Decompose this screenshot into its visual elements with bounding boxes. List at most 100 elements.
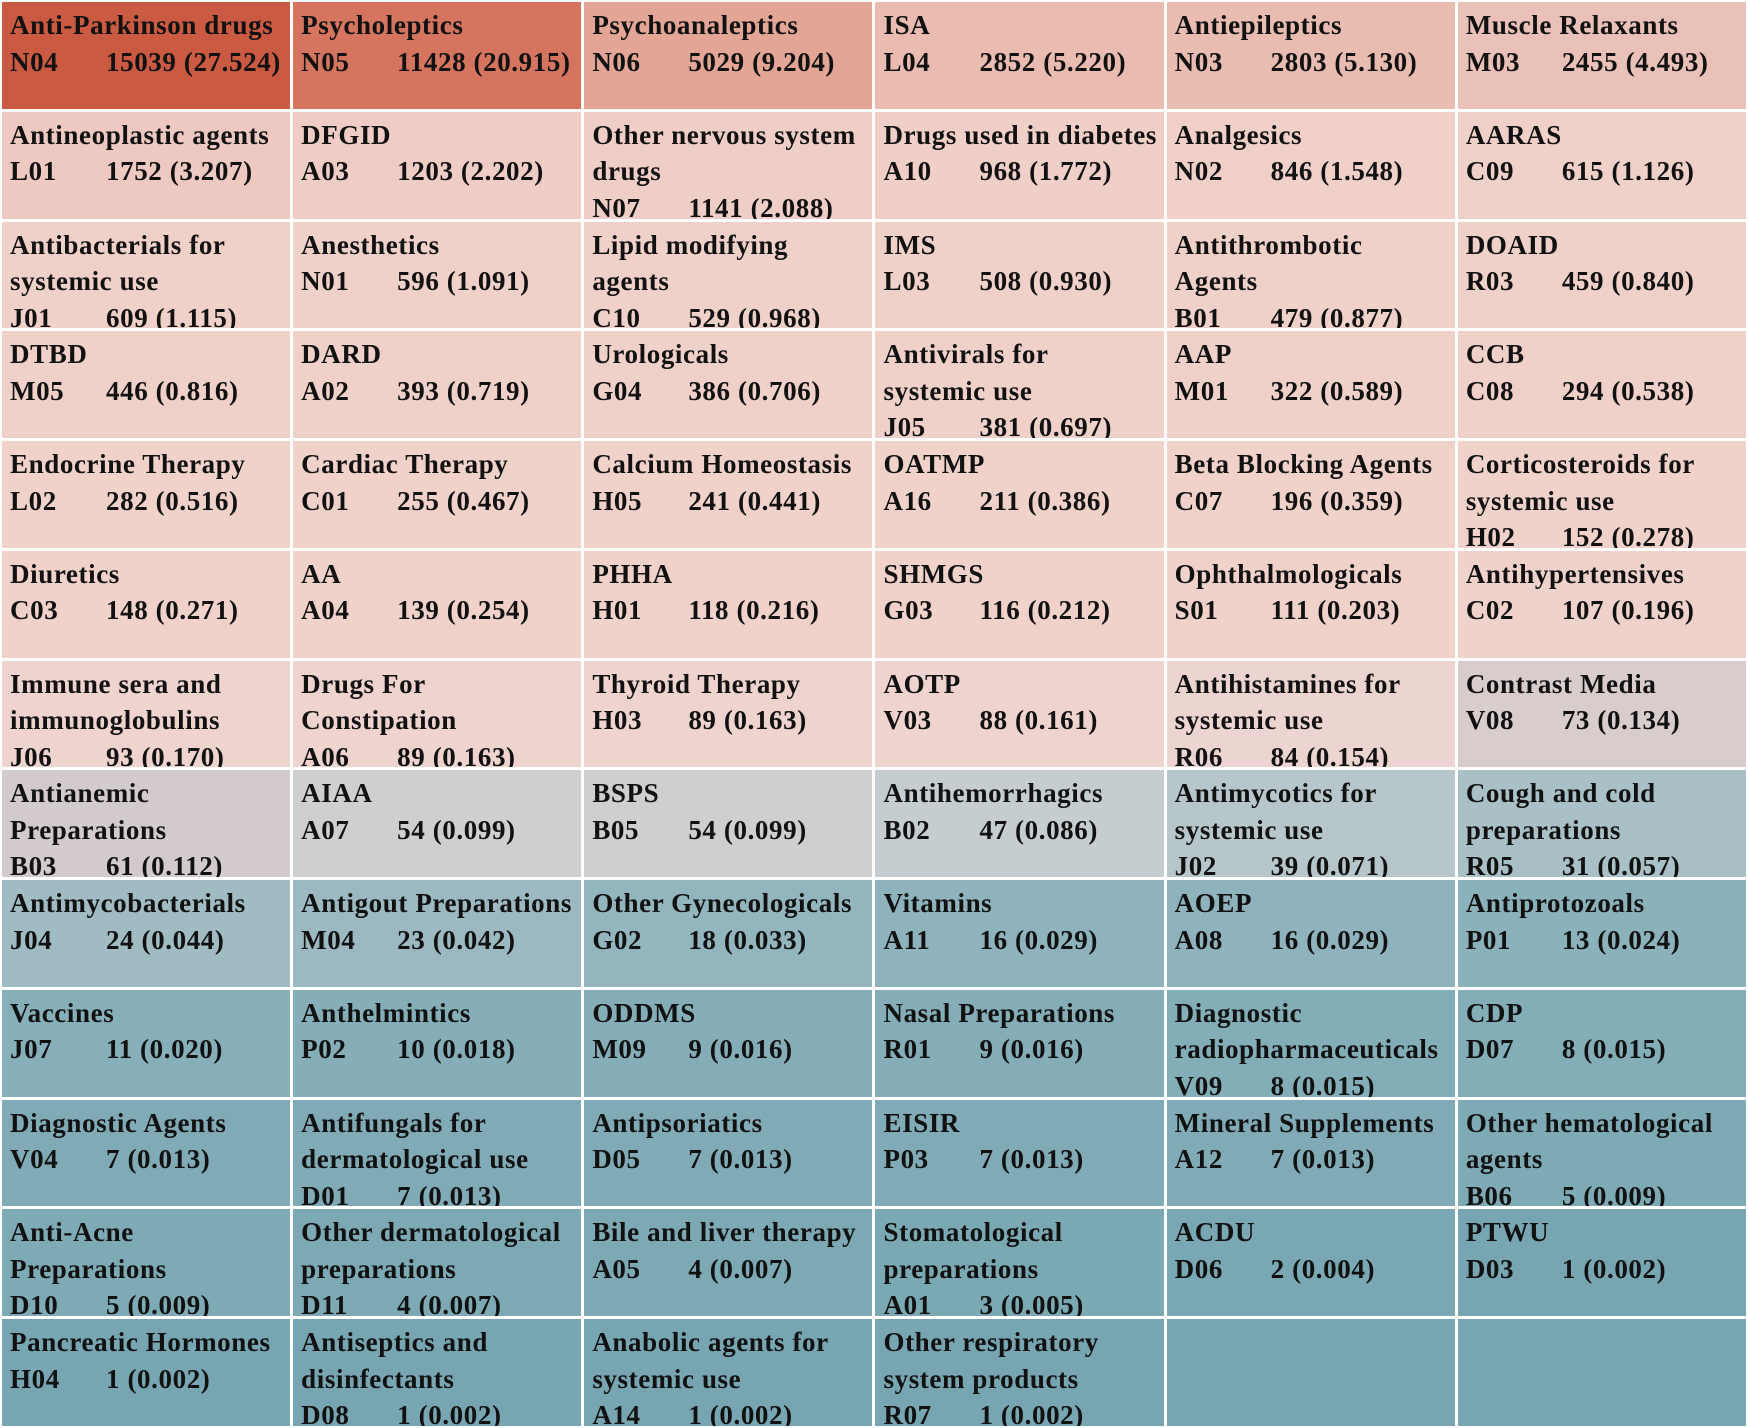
atc-code: A12 bbox=[1174, 1144, 1223, 1175]
code-value-line: D07 8 (0.015) bbox=[1466, 1031, 1740, 1068]
code-value-line: L02 282 (0.516) bbox=[10, 483, 284, 520]
drug-class-name: Stomatological preparations bbox=[883, 1217, 1063, 1284]
drug-class-cell: Psychoanaleptics N06 5029 (9.204) bbox=[584, 2, 873, 109]
count-percent-value: 7 (0.013) bbox=[397, 1180, 502, 1207]
code-value-line: P02 10 (0.018) bbox=[301, 1031, 575, 1068]
code-value-line: A04 139 (0.254) bbox=[301, 592, 575, 629]
drug-class-name: Anesthetics bbox=[301, 229, 440, 260]
count-percent-value: 4 (0.007) bbox=[397, 1290, 502, 1317]
drug-class-name: Diagnostic radiopharmaceuticals bbox=[1174, 997, 1439, 1065]
drug-class-name: Diuretics bbox=[10, 558, 120, 589]
atc-code: N07 bbox=[592, 192, 641, 219]
code-value-line: D06 2 (0.004) bbox=[1175, 1251, 1449, 1288]
count-percent-value: 609 (1.115) bbox=[106, 302, 238, 329]
code-value-line: N01 596 (1.091) bbox=[301, 263, 575, 300]
atc-code: C08 bbox=[1465, 375, 1515, 406]
drug-class-cell: ISA L04 2852 (5.220) bbox=[875, 2, 1164, 109]
count-percent-value: 4 (0.007) bbox=[688, 1253, 793, 1284]
drug-class-name: Antibacterials for systemic use bbox=[10, 229, 226, 297]
count-percent-value: 89 (0.163) bbox=[688, 705, 807, 736]
drug-class-cell: Vaccines J07 11 (0.020) bbox=[2, 989, 291, 1097]
atc-code: B03 bbox=[10, 851, 57, 878]
drug-class-cell: Anti-Acne Preparations D10 5 (0.009) bbox=[2, 1209, 291, 1317]
drug-class-cell: Antivirals for systemic use J05 381 (0.697… bbox=[875, 331, 1164, 439]
drug-class-cell: Antimycotics for systemic use J02 39 (0.07… bbox=[1166, 770, 1455, 878]
drug-class-name: Ophthalmologicals bbox=[1174, 558, 1403, 589]
drug-class-name: Antihistamines for systemic use bbox=[1174, 668, 1401, 736]
atc-code: A16 bbox=[883, 485, 932, 516]
code-value-line: B03 61 (0.112) bbox=[10, 848, 284, 877]
drug-class-cell: Corticosteroids for systemic use H02 152 (… bbox=[1457, 441, 1746, 548]
code-value-line: J01 609 (1.115) bbox=[10, 300, 284, 329]
drug-class-cell: AIAA A07 54 (0.099) bbox=[293, 770, 582, 878]
drug-class-name: Lipid modifying agents bbox=[592, 229, 789, 297]
code-value-line: V04 7 (0.013) bbox=[10, 1141, 284, 1178]
atc-code: A01 bbox=[883, 1290, 932, 1317]
drug-class-name: Antianemic Preparations bbox=[10, 778, 167, 845]
atc-code: D10 bbox=[10, 1290, 59, 1317]
code-value-line: V09 8 (0.015) bbox=[1175, 1068, 1449, 1097]
drug-class-name: IMS bbox=[883, 229, 937, 260]
code-value-line: J07 11 (0.020) bbox=[10, 1031, 284, 1068]
atc-code: H03 bbox=[592, 705, 643, 736]
drug-class-name: DFGID bbox=[301, 119, 392, 150]
drug-class-name: Antimycotics for systemic use bbox=[1174, 778, 1377, 845]
code-value-line: J04 24 (0.044) bbox=[10, 922, 284, 959]
drug-class-cell: Other nervous system drugs N07 1141 (2.088… bbox=[584, 111, 873, 219]
count-percent-value: 24 (0.044) bbox=[106, 924, 225, 955]
count-percent-value: 61 (0.112) bbox=[106, 851, 223, 878]
drug-class-name: Antigout Preparations bbox=[301, 888, 573, 919]
code-value-line: C09 615 (1.126) bbox=[1466, 153, 1740, 190]
drug-class-name: PHHA bbox=[592, 558, 673, 589]
count-percent-value: 2852 (5.220) bbox=[979, 46, 1127, 77]
code-value-line: A11 16 (0.029) bbox=[883, 922, 1157, 959]
code-value-line: L01 1752 (3.207) bbox=[10, 153, 284, 190]
drug-class-name: Other dermatological preparations bbox=[301, 1217, 561, 1284]
code-value-line: B02 47 (0.086) bbox=[883, 812, 1157, 849]
atc-code: C03 bbox=[10, 595, 59, 626]
code-value-line: A16 211 (0.386) bbox=[883, 483, 1157, 520]
drug-class-name: AOEP bbox=[1174, 888, 1253, 919]
count-percent-value: 15039 (27.524) bbox=[106, 46, 281, 77]
code-value-line: R05 31 (0.057) bbox=[1466, 848, 1740, 877]
count-percent-value: 10 (0.018) bbox=[397, 1034, 516, 1065]
atc-code: C01 bbox=[301, 485, 350, 516]
atc-code: A04 bbox=[301, 595, 350, 626]
count-percent-value: 508 (0.930) bbox=[979, 266, 1113, 297]
code-value-line: B05 54 (0.099) bbox=[592, 812, 866, 849]
drug-class-cell: Other dermatological preparations D11 4 (0… bbox=[293, 1209, 582, 1317]
count-percent-value: 596 (1.091) bbox=[397, 266, 530, 297]
count-percent-value: 73 (0.134) bbox=[1561, 705, 1681, 736]
atc-code: G04 bbox=[592, 375, 643, 406]
count-percent-value: 7 (0.013) bbox=[1270, 1144, 1376, 1175]
code-value-line: D05 7 (0.013) bbox=[592, 1141, 866, 1178]
drug-class-name: Bile and liver therapy bbox=[592, 1217, 857, 1248]
atc-code: M05 bbox=[10, 375, 65, 406]
drug-class-name: Antifungals for dermatological use bbox=[301, 1107, 529, 1175]
atc-code: D05 bbox=[592, 1144, 641, 1175]
drug-class-name: Anabolic agents for systemic use bbox=[592, 1327, 829, 1394]
drug-class-name: Other hematological agents bbox=[1465, 1107, 1713, 1175]
atc-code: A11 bbox=[883, 924, 931, 955]
count-percent-value: 255 (0.467) bbox=[397, 485, 530, 516]
drug-class-cell: Antibacterials for systemic use J01 609 (1… bbox=[2, 221, 291, 329]
drug-class-cell: Psycholeptics N05 11428 (20.915) bbox=[293, 2, 582, 109]
count-percent-value: 381 (0.697) bbox=[979, 412, 1113, 439]
code-value-line: R06 84 (0.154) bbox=[1175, 739, 1449, 768]
drug-class-name: Other nervous system drugs bbox=[592, 119, 856, 187]
code-value-line: A08 16 (0.029) bbox=[1175, 922, 1449, 959]
count-percent-value: 8 (0.015) bbox=[1561, 1034, 1667, 1065]
drug-class-cell: Muscle Relaxants M03 2455 (4.493) bbox=[1457, 2, 1746, 109]
atc-code: D06 bbox=[1174, 1253, 1223, 1284]
code-value-line: A14 1 (0.002) bbox=[592, 1397, 866, 1426]
atc-code: N04 bbox=[10, 46, 59, 77]
count-percent-value: 93 (0.170) bbox=[106, 741, 225, 768]
count-percent-value: 116 (0.212) bbox=[979, 595, 1111, 626]
atc-code: P03 bbox=[883, 1144, 929, 1175]
drug-class-cell: Antiseptics and disinfectants D08 1 (0.002… bbox=[293, 1319, 582, 1426]
code-value-line: N05 11428 (20.915) bbox=[301, 44, 575, 81]
atc-code: B05 bbox=[592, 814, 640, 845]
count-percent-value: 107 (0.196) bbox=[1561, 595, 1695, 626]
drug-class-name: Psycholeptics bbox=[301, 10, 464, 40]
code-value-line: C07 196 (0.359) bbox=[1175, 483, 1449, 520]
